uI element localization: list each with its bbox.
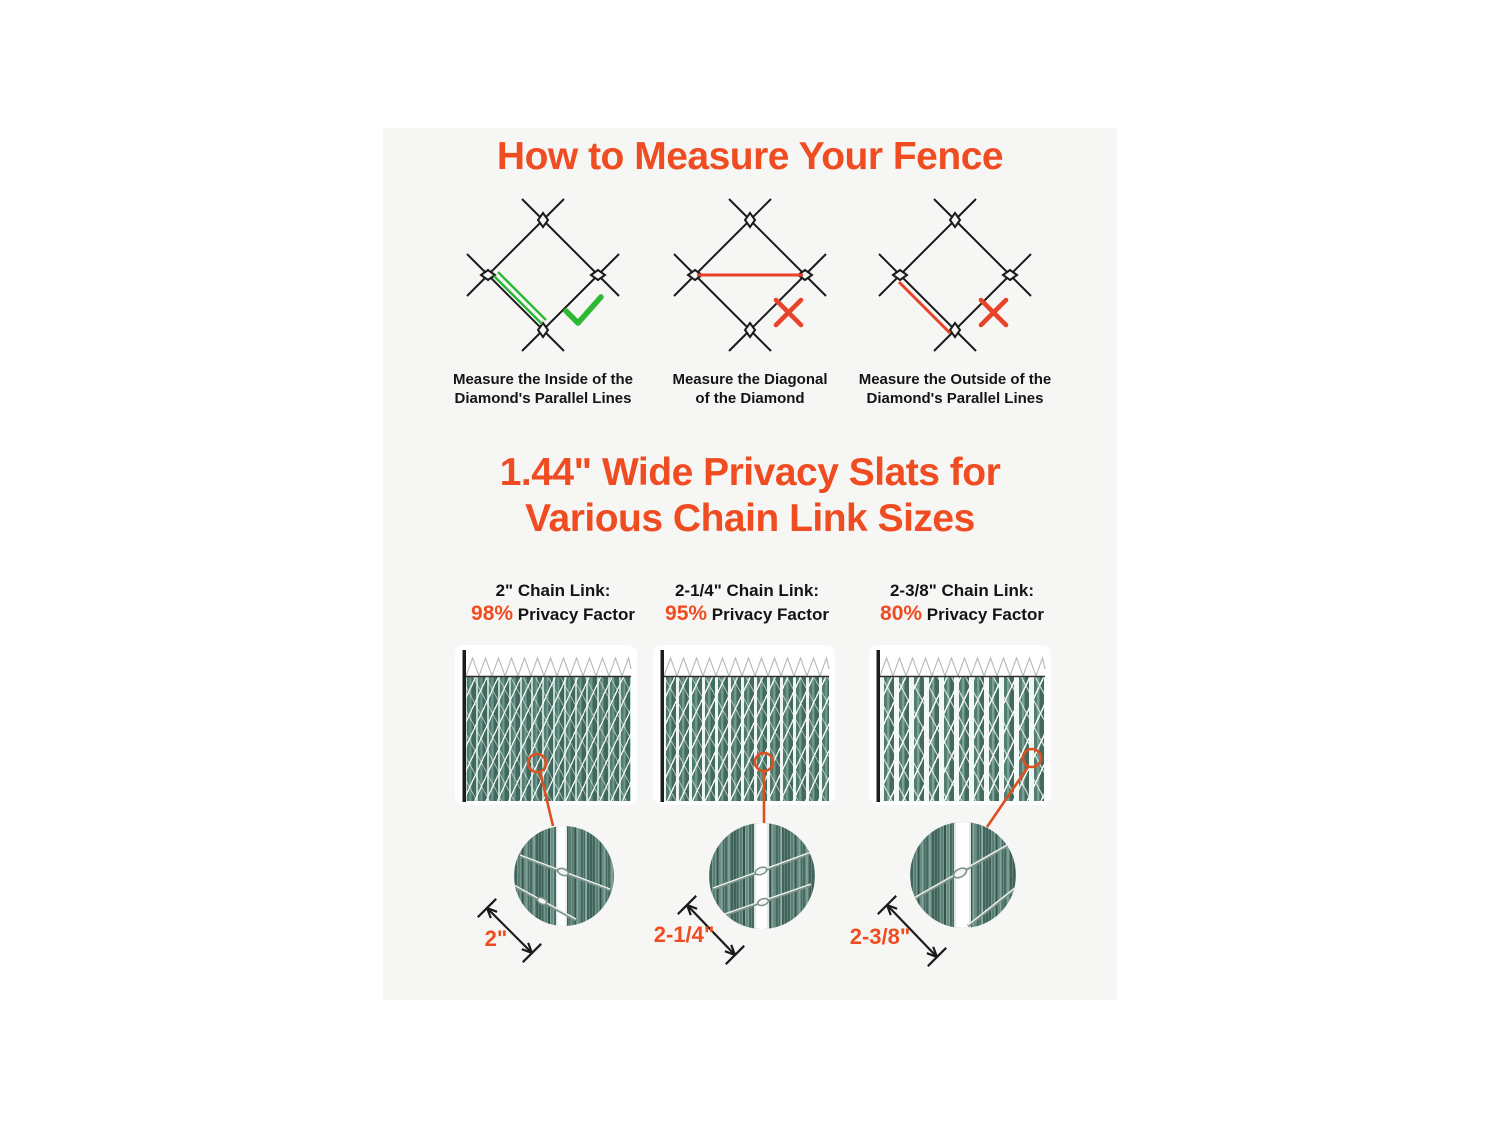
privacy-factor-label: 95% Privacy Factor	[665, 602, 829, 625]
chain-size-label: 2-3/8" Chain Link:	[889, 581, 1035, 600]
fence-frame-icon	[660, 650, 830, 802]
fence-pole-icon	[876, 650, 880, 802]
magnifier-circle-2-1-4in	[709, 823, 815, 929]
wire-knot-icon	[754, 866, 768, 876]
wire-knot-icon	[952, 867, 968, 879]
measure-line-inside-icon	[493, 271, 547, 325]
privacy-pct: 98%	[471, 602, 514, 625]
wire-closeup-icon	[911, 840, 1016, 928]
diagram-measure-outside: Measure the Outside of the Diamond's Par…	[850, 193, 1060, 408]
wire-knot-icons	[479, 211, 607, 339]
magnifier-circle-2-3-8in	[910, 822, 1016, 928]
fence-panel-2-1-4in	[653, 645, 835, 805]
privacy-pct: 95%	[665, 602, 708, 625]
chain-size-label: 2-1/4" Chain Link:	[674, 581, 820, 600]
wire-knot-icons	[891, 211, 1019, 339]
fence-pole-icon	[462, 650, 466, 802]
measure-line-outside-icon	[897, 280, 952, 335]
fence-zigzag-icon	[465, 655, 632, 678]
panel-header-2-1-4in: 2-1/4" Chain Link: 95% Privacy Factor	[637, 580, 857, 627]
wire-knot-icon	[756, 897, 770, 907]
wire-closeup-icon	[712, 851, 812, 921]
chain-size-label: 2" Chain Link:	[495, 581, 611, 600]
fence-frame-icon	[876, 650, 1046, 802]
privacy-factor-label: 98% Privacy Factor	[471, 602, 635, 625]
dimension-label: 2-1/4"	[654, 922, 715, 947]
fence-zigzag-icon	[663, 655, 830, 678]
panel-header-2-3-8in: 2-3/8" Chain Link: 80% Privacy Factor	[852, 580, 1072, 627]
diagram-measure-diagonal: Measure the Diagonal of the Diamond	[645, 193, 855, 408]
wire-closeup-icon	[514, 854, 611, 922]
magnifier-circle-2in	[514, 826, 614, 926]
wire-knot-icons	[686, 211, 814, 339]
diagram-caption: Measure the Diagonal of the Diamond	[672, 371, 828, 407]
check-icon	[563, 294, 604, 326]
privacy-factor-label: 80% Privacy Factor	[880, 602, 1044, 625]
diagram-measure-inside: Measure the Inside of the Diamond's Para…	[438, 193, 648, 408]
measure-title: How to Measure Your Fence	[496, 135, 1004, 178]
fence-pole-icon	[660, 650, 664, 802]
fence-slats-texture	[663, 677, 829, 801]
cross-icon	[773, 297, 804, 328]
wire-knot-icon	[536, 896, 548, 906]
diagram-caption: Measure the Outside of the Diamond's Par…	[858, 371, 1052, 407]
chainlink-diamond-diagonal-icon	[673, 198, 827, 352]
wire-knot-icon	[556, 867, 570, 877]
chainlink-diamond-inside-icon	[466, 198, 620, 352]
dimension-label: 2-3/8"	[850, 924, 911, 949]
fence-zigzag-icon	[879, 655, 1046, 678]
dimension-label: 2"	[485, 926, 508, 951]
cross-icon	[978, 297, 1009, 328]
fence-panel-2-3-8in	[869, 645, 1051, 805]
chainlink-diamond-outside-icon	[878, 198, 1032, 352]
diagram-caption: Measure the Inside of the Diamond's Para…	[452, 371, 634, 407]
slat-gap	[556, 826, 567, 926]
content-card: How to Measure Your Fence	[383, 128, 1117, 1000]
privacy-pct: 80%	[880, 602, 923, 625]
slats-title: 1.44" Wide Privacy Slats for Various Cha…	[499, 451, 1001, 540]
panel-header-2in: 2" Chain Link: 98% Privacy Factor	[443, 580, 663, 627]
fence-frame-icon	[462, 650, 632, 802]
fence-panel-2in	[455, 645, 637, 805]
